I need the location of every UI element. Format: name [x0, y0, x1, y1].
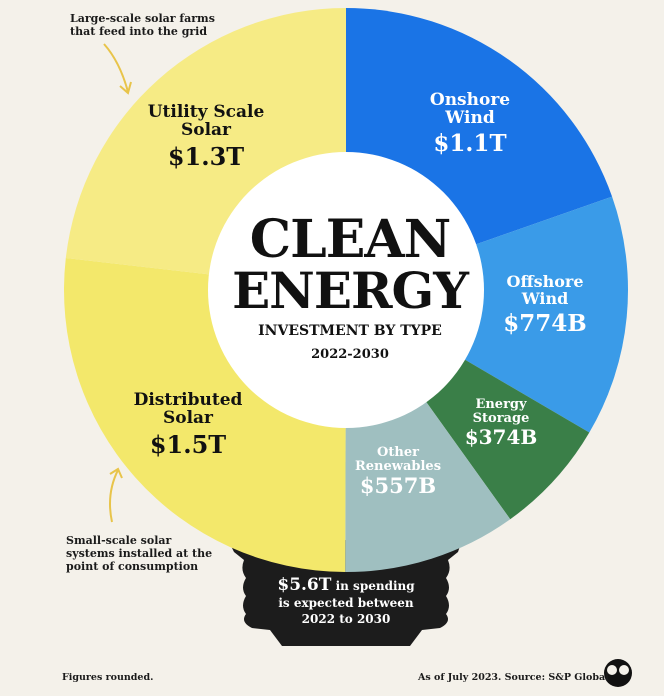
label-offshore-name2: Wind: [521, 288, 569, 308]
label-storage-value: $374B: [464, 425, 538, 450]
label-distributed-value: $1.5T: [149, 429, 227, 459]
label-utility-solar: Utility Scale Solar $1.3T: [126, 102, 286, 171]
bulb-line-2: is expected between: [278, 596, 414, 610]
pie-slice-offshore: [346, 196, 628, 433]
subtitle: INVESTMENT BY TYPE: [258, 323, 442, 339]
label-offshore-wind: Offshore Wind $774B: [480, 272, 610, 337]
label-utility-value: $1.3T: [167, 141, 245, 171]
label-onshore-value: $1.1T: [433, 129, 507, 157]
title-energy: ENERGY: [232, 261, 469, 320]
label-utility-name1: Utility Scale: [147, 102, 265, 122]
bulb-amount: $5.6T: [277, 575, 332, 595]
label-onshore-wind: Onshore Wind $1.1T: [400, 90, 540, 157]
annotation-distributed-line: point of consumption: [66, 560, 199, 573]
label-distributed-name1: Distributed: [133, 390, 243, 410]
annotation-utility: Large-scale solar farms that feed into t…: [70, 12, 215, 38]
label-offshore-name1: Offshore: [506, 272, 584, 291]
title-clean: CLEAN: [249, 209, 451, 270]
annotation-utility-line: that feed into the grid: [70, 25, 208, 38]
arrow-utility: [103, 43, 129, 93]
bulb-line1-rest: in spending: [331, 579, 415, 593]
arrowhead-distributed: [109, 467, 123, 479]
label-storage-name2: Storage: [472, 410, 530, 426]
arrowhead-utility: [119, 81, 132, 95]
label-energy-storage: Energy Storage $374B: [446, 398, 556, 448]
visual-capitalist-logo: [604, 659, 632, 687]
label-onshore-name1: Onshore: [429, 90, 511, 110]
years: 2022-2030: [311, 347, 389, 362]
annotation-distributed-line: systems installed at the: [66, 547, 213, 560]
annotation-utility-line: Large-scale solar farms: [70, 12, 215, 25]
footer-note: Figures rounded.: [62, 672, 154, 683]
annotation-distributed: Small-scale solar systems installed at t…: [66, 534, 212, 573]
center-hole: [208, 152, 484, 428]
label-other-renewables: Other Renewables $557B: [336, 446, 460, 497]
label-other-value: $557B: [359, 473, 437, 499]
label-utility-name2: Solar: [180, 119, 232, 140]
label-onshore-name2: Wind: [445, 107, 495, 128]
annotation-distributed-line: Small-scale solar: [66, 534, 172, 547]
bulb-line-3: 2022 to 2030: [301, 612, 391, 626]
label-distributed-name2: Solar: [162, 407, 214, 428]
label-other-name2: Renewables: [354, 458, 442, 474]
bulb-base: [228, 540, 462, 646]
arrow-distributed: [109, 469, 119, 523]
label-distributed-solar: Distributed Solar $1.5T: [118, 390, 258, 459]
bulb-line-1: $5.6T in spending: [246, 575, 446, 595]
label-offshore-value: $774B: [503, 309, 587, 337]
footer-source: As of July 2023. Source: S&P Global: [418, 672, 609, 683]
label-other-name1: Other: [377, 445, 419, 460]
label-storage-name1: Energy: [475, 397, 527, 412]
